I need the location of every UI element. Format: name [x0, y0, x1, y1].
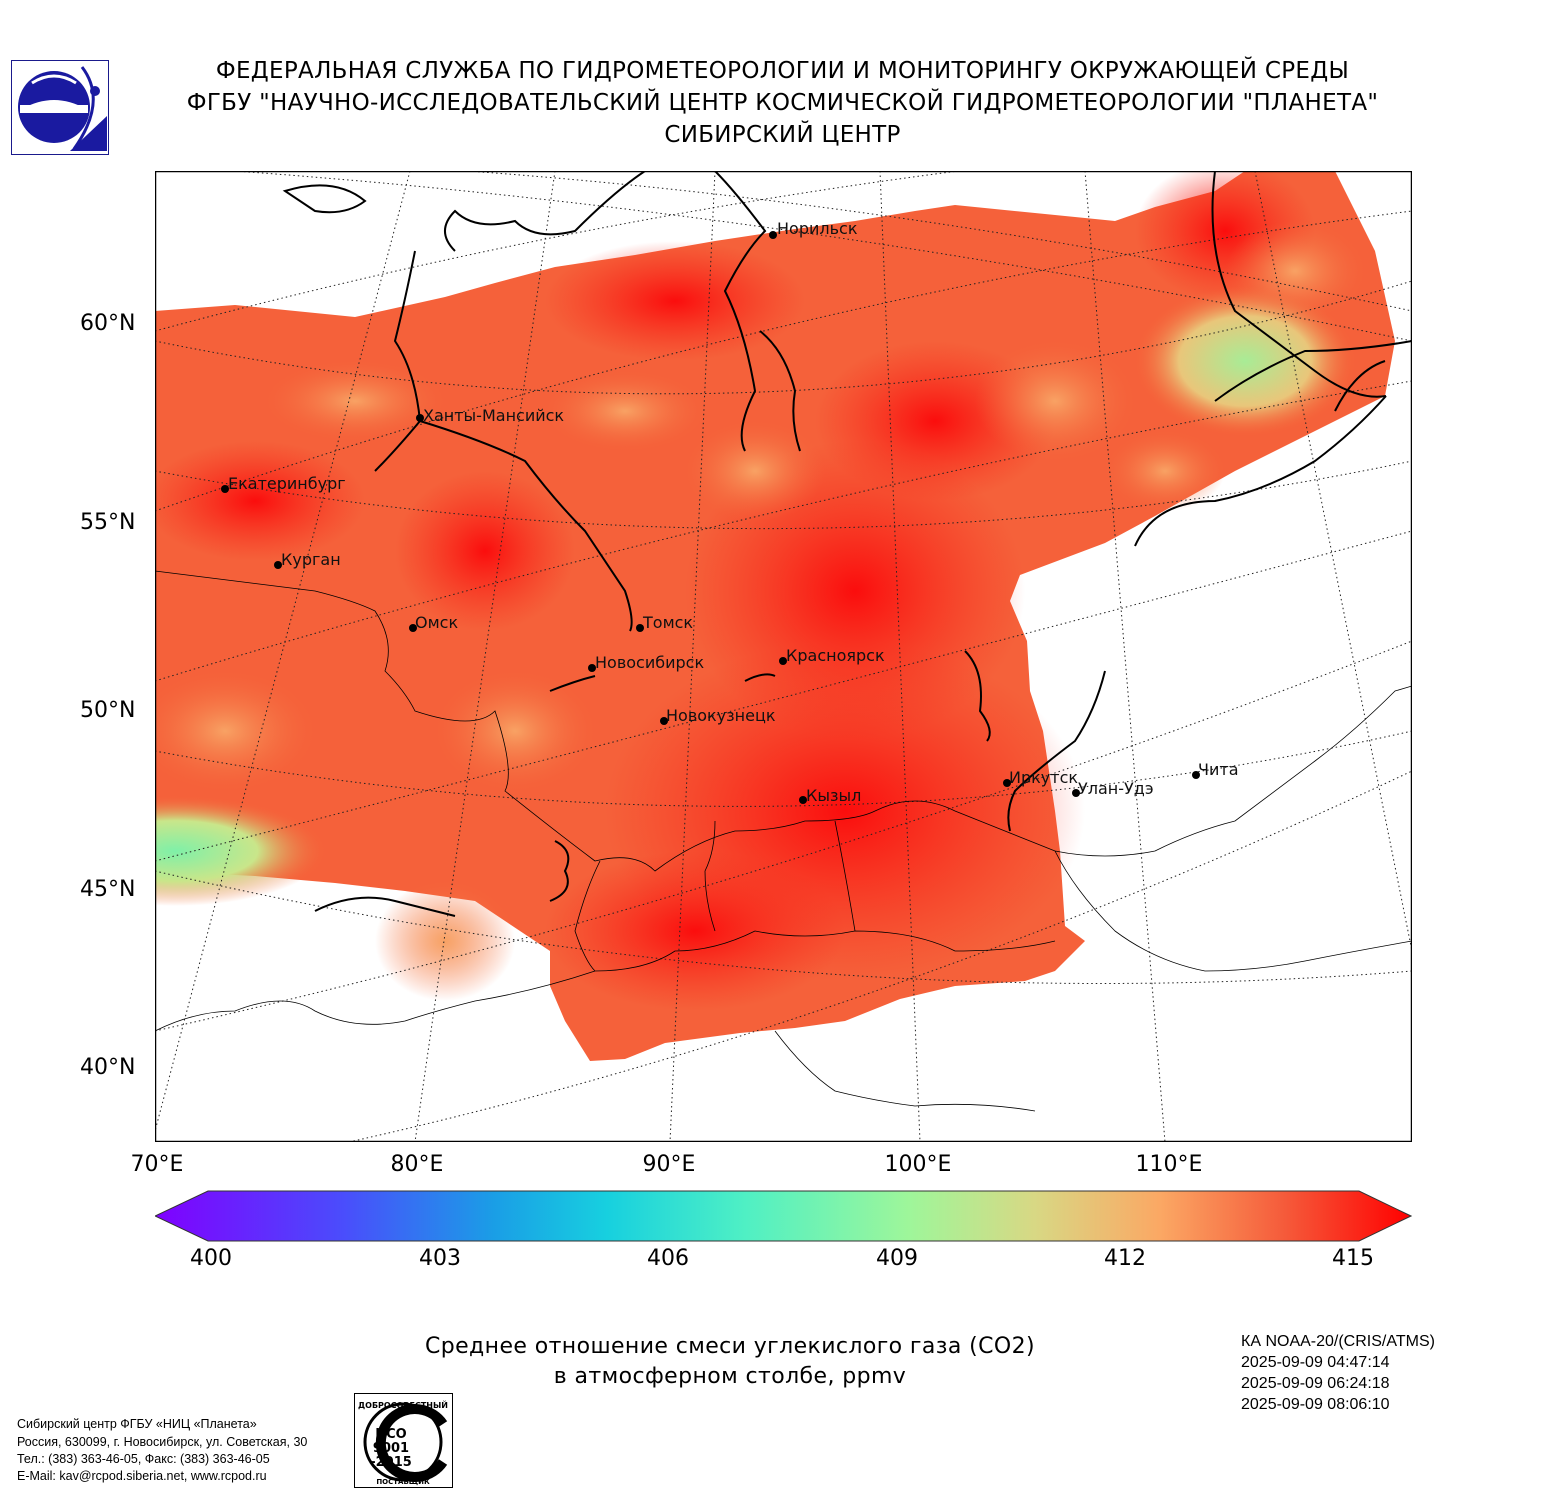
city-label-chita: Чита: [1198, 760, 1239, 779]
caption-line-1: Среднее отношение смеси углекислого газа…: [425, 1334, 1035, 1359]
lon-label-80: 80°E: [390, 1152, 444, 1177]
header-line-3: СИБИРСКИЙ ЦЕНТР: [664, 122, 901, 148]
city-markers: [221, 231, 1200, 804]
planeta-logo: [11, 60, 109, 155]
iso-top-text: ДОБРОСОВЕСТНЫЙ: [358, 1399, 448, 1410]
colorbar-tick-415: 415: [1332, 1246, 1374, 1271]
city-label-ulan-ude: Улан-Удэ: [1078, 779, 1154, 798]
satellite-name: КА NOAA-20/(CRIS/ATMS): [1241, 1333, 1435, 1350]
lon-label-100: 100°E: [884, 1152, 952, 1177]
colorbar: [153, 1190, 1413, 1242]
header-line-1: ФЕДЕРАЛЬНАЯ СЛУЖБА ПО ГИДРОМЕТЕОРОЛОГИИ …: [215, 58, 1350, 84]
satellite-time-1: 2025-09-09 04:47:14: [1241, 1354, 1390, 1371]
city-label-omsk: Омск: [415, 613, 458, 632]
iso-line-1: ИСО: [375, 1427, 406, 1442]
city-label-kyzyl: Кызыл: [806, 786, 861, 805]
satellite-time-2: 2025-09-09 06:24:18: [1241, 1375, 1390, 1392]
colorbar-tick-409: 409: [876, 1246, 918, 1271]
colorbar-tick-403: 403: [419, 1246, 461, 1271]
iso-line-2: 9001: [373, 1441, 409, 1456]
lat-label-50: 50°N: [80, 698, 136, 723]
colorbar-tick-406: 406: [647, 1246, 689, 1271]
colorbar-tick-400: 400: [190, 1246, 232, 1271]
lat-label-55: 55°N: [80, 510, 136, 535]
iso-line-3: -2015: [370, 1455, 412, 1470]
lon-label-70: 70°E: [130, 1152, 184, 1177]
contact-line-3: Тел.: (383) 363-46-05, Факс: (383) 363-4…: [17, 1452, 270, 1466]
co2-map: Норильск Ханты-Мансийск Екатеринбург Кур…: [155, 171, 1412, 1142]
caption-line-2: в атмосферном столбе, ppmv: [553, 1364, 907, 1389]
city-label-novosibirsk: Новосибирск: [595, 653, 704, 672]
contact-line-4: E-Mail: kav@rcpod.siberia.net, www.rcpod…: [17, 1469, 267, 1483]
city-label-kurgan: Курган: [281, 550, 341, 569]
header-line-2: ФГБУ "НАУЧНО-ИССЛЕДОВАТЕЛЬСКИЙ ЦЕНТР КОС…: [186, 90, 1379, 116]
iso-bottom-text: ПОСТАВЩИК: [376, 1478, 430, 1486]
lat-label-60: 60°N: [80, 311, 136, 336]
colorbar-tick-412: 412: [1104, 1246, 1146, 1271]
city-label-ekaterinburg: Екатеринбург: [228, 474, 346, 493]
city-label-khanty-mansiysk: Ханты-Мансийск: [423, 406, 564, 425]
lon-label-90: 90°E: [642, 1152, 696, 1177]
satellite-time-3: 2025-09-09 08:06:10: [1241, 1396, 1390, 1413]
city-label-irkutsk: Иркутск: [1009, 768, 1078, 787]
contact-line-1: Сибирский центр ФГБУ «НИЦ «Планета»: [17, 1417, 257, 1431]
city-label-krasnoyarsk: Красноярск: [786, 646, 885, 665]
lat-label-45: 45°N: [80, 877, 136, 902]
contact-line-2: Россия, 630099, г. Новосибирск, ул. Сове…: [17, 1435, 308, 1449]
iso-badge: ДОБРОСОВЕСТНЫЙ ИСО 9001 -2015 ПОСТАВЩИК: [354, 1393, 453, 1488]
city-label-norilsk: Норильск: [777, 219, 858, 238]
lon-label-110: 110°E: [1135, 1152, 1203, 1177]
lat-label-40: 40°N: [80, 1055, 136, 1080]
city-label-novokuznetsk: Новокузнецк: [666, 706, 776, 725]
city-label-tomsk: Томск: [642, 613, 693, 632]
